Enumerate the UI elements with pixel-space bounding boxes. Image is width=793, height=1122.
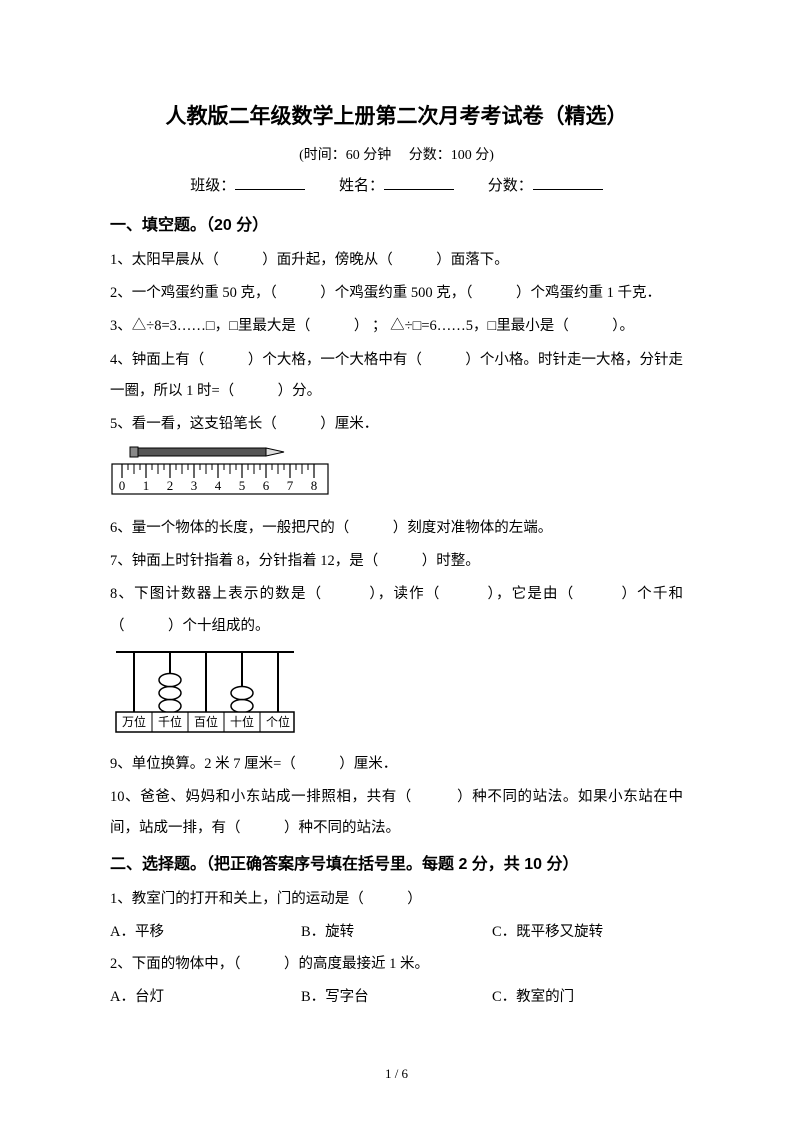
svg-text:千位: 千位 [158, 714, 182, 729]
page-number: 1 / 6 [0, 1066, 793, 1082]
abacus-figure: 万位千位百位十位个位 [110, 646, 683, 741]
ruler-svg: 0 1 2 3 4 5 6 7 8 [110, 444, 330, 500]
svg-text:万位: 万位 [122, 714, 146, 729]
section1-heading: 一、填空题。（20 分） [110, 211, 683, 235]
ruler-figure: 0 1 2 3 4 5 6 7 8 [110, 444, 683, 505]
class-label: 班级： [190, 178, 235, 194]
svg-text:3: 3 [191, 478, 198, 493]
q2-1-options: A．平移 B．旋转 C．既平移又旋转 [110, 917, 683, 948]
score-blank[interactable] [533, 174, 603, 190]
q2-2-optB: B．写字台 [301, 982, 492, 1013]
q1-2: 2、一个鸡蛋约重 50 克，（ ）个鸡蛋约重 500 克，（ ）个鸡蛋约重 1 … [110, 278, 683, 309]
section2-heading: 二、选择题。（把正确答案序号填在括号里。每题 2 分，共 10 分） [110, 850, 683, 874]
svg-text:7: 7 [287, 478, 294, 493]
name-blank[interactable] [384, 174, 454, 190]
svg-text:十位: 十位 [230, 714, 254, 729]
q1-10: 10、爸爸、妈妈和小东站成一排照相，共有（ ）种不同的站法。如果小东站在中间，站… [110, 782, 683, 844]
exam-subtitle: (时间：60 分钟 分数：100 分) [110, 144, 683, 164]
q2-2-stem: 2、下面的物体中，（ ）的高度最接近 1 米。 [110, 949, 683, 980]
q1-6: 6、量一个物体的长度，一般把尺的（ ）刻度对准物体的左端。 [110, 513, 683, 544]
abacus-svg: 万位千位百位十位个位 [110, 646, 300, 736]
svg-text:百位: 百位 [194, 714, 218, 729]
q2-2-optA: A．台灯 [110, 982, 301, 1013]
page-title: 人教版二年级数学上册第二次月考考试卷（精选） [110, 100, 683, 130]
svg-text:1: 1 [143, 478, 150, 493]
q1-9: 9、单位换算。2 米 7 厘米=（ ）厘米． [110, 749, 683, 780]
q2-2-options: A．台灯 B．写字台 C．教室的门 [110, 982, 683, 1013]
svg-text:个位: 个位 [266, 714, 290, 729]
q2-2-optC: C．教室的门 [492, 982, 683, 1013]
svg-text:6: 6 [263, 478, 270, 493]
q2-1-optB: B．旋转 [301, 917, 492, 948]
q1-3: 3、△÷8=3……□，□里最大是（ ） ； △÷□=6……5，□里最小是（ ）。 [110, 311, 683, 342]
svg-text:4: 4 [215, 478, 222, 493]
q1-7: 7、钟面上时针指着 8，分针指着 12，是（ ）时整。 [110, 546, 683, 577]
student-info-line: 班级： 姓名： 分数： [110, 174, 683, 195]
svg-text:0: 0 [119, 478, 126, 493]
svg-text:2: 2 [167, 478, 174, 493]
score-label: 分数： [488, 178, 533, 194]
svg-text:8: 8 [311, 478, 318, 493]
q1-5: 5、看一看，这支铅笔长（ ）厘米． [110, 409, 683, 440]
q1-8: 8、下图计数器上表示的数是（ ），读作（ ），它是由（ ）个千和（ ）个十组成的… [110, 579, 683, 641]
q2-1-optC: C．既平移又旋转 [492, 917, 683, 948]
q2-1-optA: A．平移 [110, 917, 301, 948]
q1-4: 4、钟面上有（ ）个大格，一个大格中有（ ）个小格。时针走一大格，分针走一圈，所… [110, 345, 683, 407]
name-label: 姓名： [339, 178, 384, 194]
class-blank[interactable] [235, 174, 305, 190]
q1-1: 1、太阳早晨从（ ）面升起，傍晚从（ ）面落下。 [110, 245, 683, 276]
svg-text:5: 5 [239, 478, 246, 493]
q2-1-stem: 1、教室门的打开和关上，门的运动是（ ） [110, 884, 683, 915]
